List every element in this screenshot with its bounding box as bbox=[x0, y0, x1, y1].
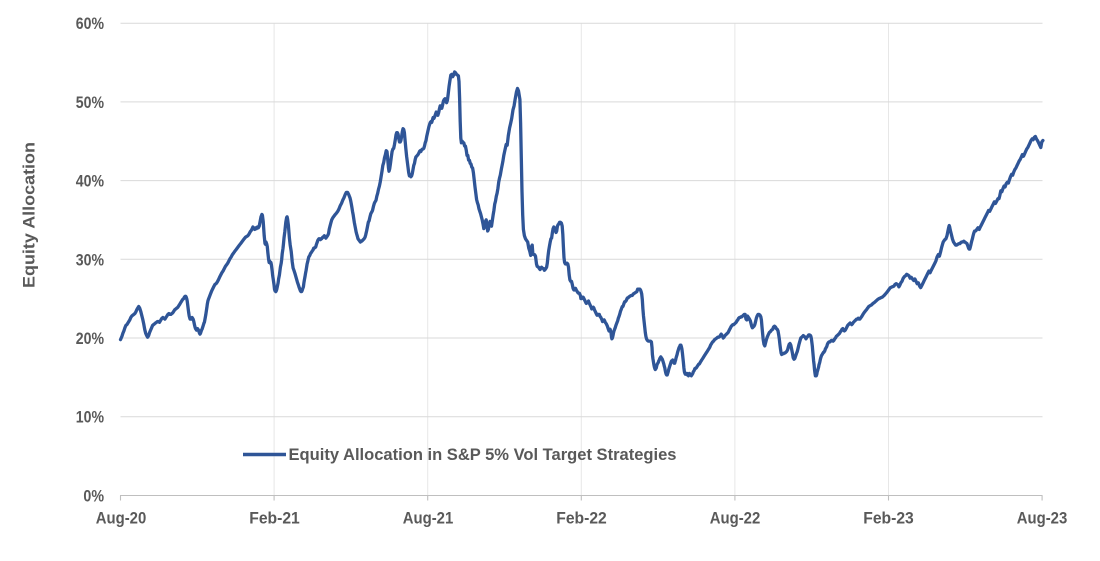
svg-text:Aug-21: Aug-21 bbox=[403, 509, 454, 528]
svg-text:Equity Allocation in S&P 5% Vo: Equity Allocation in S&P 5% Vol Target S… bbox=[289, 445, 677, 464]
svg-text:20%: 20% bbox=[76, 329, 104, 348]
svg-text:Feb-21: Feb-21 bbox=[249, 509, 300, 528]
svg-text:Aug-20: Aug-20 bbox=[96, 509, 147, 528]
svg-text:30%: 30% bbox=[76, 250, 104, 269]
svg-text:Aug-23: Aug-23 bbox=[1017, 509, 1068, 528]
svg-text:10%: 10% bbox=[76, 408, 104, 427]
svg-text:50%: 50% bbox=[76, 93, 104, 112]
svg-text:Aug-22: Aug-22 bbox=[710, 509, 761, 528]
svg-text:Equity Allocation: Equity Allocation bbox=[20, 142, 39, 288]
svg-text:Feb-22: Feb-22 bbox=[556, 509, 607, 528]
svg-text:60%: 60% bbox=[76, 14, 104, 33]
svg-text:40%: 40% bbox=[76, 172, 104, 191]
svg-text:Feb-23: Feb-23 bbox=[863, 509, 914, 528]
svg-text:0%: 0% bbox=[83, 486, 104, 505]
